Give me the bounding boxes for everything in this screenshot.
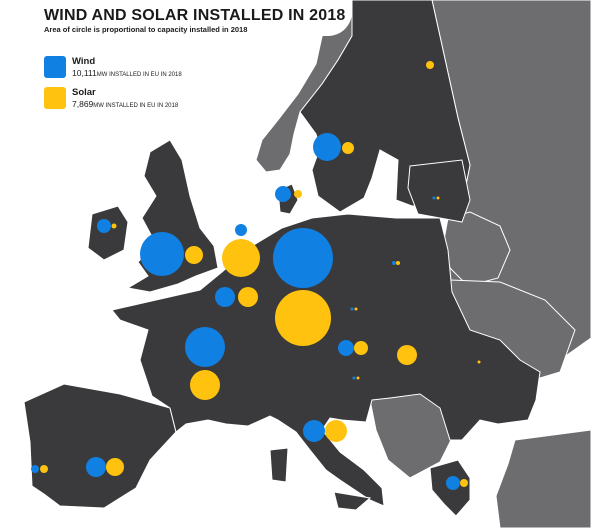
czechia-wind-circle [350,307,354,311]
greece-wind-circle [446,476,460,490]
portugal-solar-circle [40,465,48,473]
sweden-solar-circle [342,142,354,154]
legend-wind: Wind 10,111MW INSTALLED IN EU IN 2018 [44,56,244,82]
italy-wind-circle [303,420,325,442]
uk-solar-circle [185,246,203,264]
germany-wind-circle [273,228,333,288]
croatia-solar-circle [356,376,360,380]
continental-eu-land [111,213,541,507]
map-title: WIND AND SOLAR INSTALLED IN 2018 [44,7,346,24]
ireland-land [87,205,129,261]
turkey-land [495,429,591,528]
belgium-solar-circle [238,287,258,307]
sardinia-land [269,447,289,483]
denmark-wind-circle [275,186,291,202]
spain-solar-circle [106,458,124,476]
austria-solar-circle [354,341,368,355]
sicily-land [333,491,372,511]
wind-swatch [44,56,66,78]
legend-solar: Solar 7,869MW INSTALLED IN EU IN 2018 [44,87,244,113]
baltic-states-land [407,159,471,223]
legend-wind-detail: 10,111MW INSTALLED IN EU IN 2018 [72,68,182,78]
netherlands-solar-circle [222,239,260,277]
belgium-wind-circle [215,287,235,307]
legend-solar-unit: MW INSTALLED IN EU IN 2018 [93,103,179,109]
france-solar-circle [190,370,220,400]
ireland-wind-circle [97,219,111,233]
denmark-solar-circle [294,190,302,198]
lithuania-wind-circle [432,196,436,200]
poland-solar-circle [396,261,400,265]
austria-wind-circle [338,340,354,356]
ireland-solar-circle [111,223,117,229]
finland-solar-circle [426,61,434,69]
hungary-solar-circle [397,345,417,365]
eu-land [23,0,541,517]
portugal-wind-circle [31,465,39,473]
netherlands-wind-circle [235,224,247,236]
legend-wind-name: Wind [72,56,96,67]
legend-solar-name: Solar [72,87,96,98]
italy-solar-circle [325,420,347,442]
romania-solar-circle [477,360,481,364]
lithuania-solar-circle [436,196,440,200]
solar-swatch [44,87,66,109]
legend-solar-value: 7,869 [72,99,94,109]
map-subtitle: Area of circle is proportional to capaci… [44,25,248,34]
germany-solar-circle [275,290,331,346]
legend-wind-value: 10,111 [72,68,97,78]
sweden-wind-circle [313,133,341,161]
spain-wind-circle [86,457,106,477]
czechia-solar-circle [354,307,358,311]
iberia-land [23,383,177,509]
croatia-wind-circle [352,376,356,380]
installation-circles [31,61,481,490]
legend-wind-unit: MW INSTALLED IN EU IN 2018 [96,72,182,78]
legend-solar-detail: 7,869MW INSTALLED IN EU IN 2018 [72,99,178,109]
title-background [0,0,352,36]
france-wind-circle [185,327,225,367]
poland-wind-circle [392,261,396,265]
greece-solar-circle [460,479,468,487]
uk-wind-circle [140,232,184,276]
